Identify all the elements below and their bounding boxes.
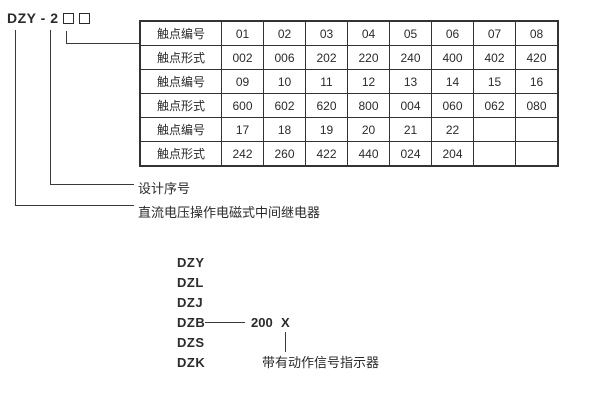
table-cell: 080	[515, 93, 559, 118]
table-row: 触点编号 17 18 19 20 21 22	[139, 117, 559, 142]
table-cell	[473, 117, 516, 142]
table-cell: 422	[305, 141, 348, 167]
model-code: DZY - 2	[7, 10, 91, 26]
connector-design-hline	[50, 184, 134, 185]
placeholder-box-icon	[79, 12, 91, 24]
table-cell: 15	[473, 69, 516, 94]
dzb-value: 200	[251, 315, 273, 330]
indicator-pointer-vline	[285, 332, 286, 352]
series-item-dzb: DZB	[177, 315, 206, 330]
table-row: 触点形式 600 602 620 800 004 060 062 080	[139, 93, 559, 118]
table-cell: 06	[431, 20, 474, 46]
table-cell: 18	[263, 117, 306, 142]
table-cell: 006	[263, 45, 306, 70]
row-header-cell: 触点形式	[139, 45, 222, 70]
contact-table-body: 触点编号 01 02 03 04 05 06 07 08 触点形式 002 006 202 220 240 4…	[139, 20, 559, 167]
table-cell: 01	[221, 20, 264, 46]
table-cell: 04	[347, 20, 390, 46]
table-cell: 11	[305, 69, 348, 94]
table-cell	[473, 141, 516, 167]
table-cell: 600	[221, 93, 264, 118]
table-cell	[515, 141, 559, 167]
table-cell: 202	[305, 45, 348, 70]
table-cell: 402	[473, 45, 516, 70]
table-cell: 12	[347, 69, 390, 94]
row-header-cell: 触点编号	[139, 117, 222, 142]
table-cell: 002	[221, 45, 264, 70]
table-cell: 13	[389, 69, 432, 94]
table-cell: 19	[305, 117, 348, 142]
table-cell: 420	[515, 45, 559, 70]
table-cell: 21	[389, 117, 432, 142]
table-cell: 02	[263, 20, 306, 46]
relay-description-label: 直流电压操作电磁式中间继电器	[138, 205, 321, 220]
connector-table-vline	[66, 31, 67, 43]
table-cell: 16	[515, 69, 559, 94]
placeholder-box-icon	[63, 12, 75, 24]
series-item-dzs: DZS	[177, 335, 205, 350]
table-cell: 17	[221, 117, 264, 142]
design-serial-label: 设计序号	[138, 181, 191, 196]
table-cell: 400	[431, 45, 474, 70]
table-cell: 07	[473, 20, 516, 46]
indicator-note: 带有动作信号指示器	[262, 355, 380, 370]
table-cell: 004	[389, 93, 432, 118]
connector-relay-vline	[15, 30, 16, 205]
table-cell: 10	[263, 69, 306, 94]
table-row: 触点编号 09 10 11 12 13 14 15 16	[139, 69, 559, 94]
table-row: 触点形式 242 260 422 440 024 204	[139, 141, 559, 167]
model-code-prefix: DZY - 2	[7, 10, 59, 26]
table-cell: 602	[263, 93, 306, 118]
row-header-cell: 触点编号	[139, 20, 222, 46]
table-cell: 260	[263, 141, 306, 167]
connector-table-hline	[66, 43, 139, 44]
table-cell: 620	[305, 93, 348, 118]
table-cell: 03	[305, 20, 348, 46]
table-cell: 240	[389, 45, 432, 70]
row-header-cell: 触点形式	[139, 141, 222, 167]
series-item-dzy: DZY	[177, 255, 205, 270]
connector-relay-hline	[15, 205, 134, 206]
row-header-cell: 触点编号	[139, 69, 222, 94]
connector-design-vline	[50, 30, 51, 184]
dzb-dash-line	[205, 322, 245, 323]
dzb-suffix-x: X	[281, 315, 290, 330]
series-item-dzj: DZJ	[177, 295, 204, 310]
table-cell: 09	[221, 69, 264, 94]
table-row: 触点形式 002 006 202 220 240 400 402 420	[139, 45, 559, 70]
table-cell: 204	[431, 141, 474, 167]
table-cell: 220	[347, 45, 390, 70]
contact-table: 触点编号 01 02 03 04 05 06 07 08 触点形式 002 006 202 220 240 4…	[139, 20, 559, 167]
table-cell: 800	[347, 93, 390, 118]
table-row: 触点编号 01 02 03 04 05 06 07 08	[139, 20, 559, 46]
series-item-dzl: DZL	[177, 275, 204, 290]
table-cell: 062	[473, 93, 516, 118]
table-cell: 024	[389, 141, 432, 167]
table-cell: 22	[431, 117, 474, 142]
row-header-cell: 触点形式	[139, 93, 222, 118]
table-cell: 20	[347, 117, 390, 142]
series-item-dzk: DZK	[177, 355, 206, 370]
table-cell: 440	[347, 141, 390, 167]
table-cell: 05	[389, 20, 432, 46]
table-cell: 242	[221, 141, 264, 167]
table-cell: 14	[431, 69, 474, 94]
table-cell: 08	[515, 20, 559, 46]
table-cell: 060	[431, 93, 474, 118]
table-cell	[515, 117, 559, 142]
